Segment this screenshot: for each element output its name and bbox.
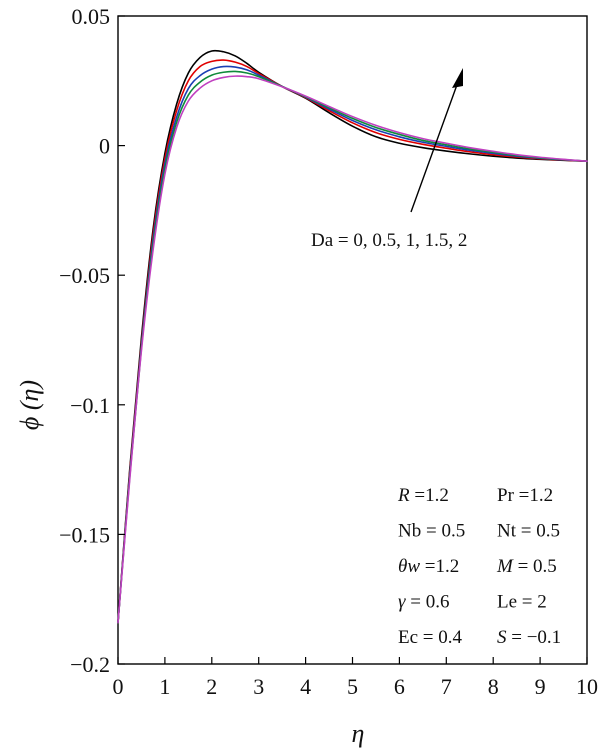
parameter-name: Nb xyxy=(398,521,421,542)
x-tick-label: 8 xyxy=(488,674,499,699)
ticks-layer: 0 1 2 3 4 5 6 7 8 9 10 0.05 0 −0.05 −0.1 −0.15 −0.2 xyxy=(59,4,598,699)
parameter-value: = 0.6 xyxy=(406,592,450,613)
x-tick-label: 10 xyxy=(576,674,598,699)
parameter-value: = 0.5 xyxy=(421,521,465,542)
x-tick-label: 5 xyxy=(347,674,358,699)
parameter-left-0: R =1.2 xyxy=(397,485,449,506)
parameter-value: = 0.5 xyxy=(516,521,560,542)
annotation-layer: Da = 0, 0.5, 1, 1.5, 2 xyxy=(311,68,467,251)
parameter-name: γ xyxy=(398,592,406,613)
annotation-label: Da = 0, 0.5, 1, 1.5, 2 xyxy=(311,230,467,251)
x-tick-label: 7 xyxy=(441,674,452,699)
parameter-right-1: Nt = 0.5 xyxy=(497,521,560,542)
parameter-right-3: Le = 2 xyxy=(497,592,547,613)
x-tick-label: 9 xyxy=(535,674,546,699)
parameter-value: = 0.5 xyxy=(513,556,557,577)
parameter-value: = 0.4 xyxy=(418,627,462,648)
parameter-name: Nt xyxy=(497,521,517,542)
parameter-name: S xyxy=(497,627,507,648)
parameter-name: Ec xyxy=(398,627,418,648)
series-line-4 xyxy=(117,75,588,624)
parameter-box: R =1.2 Pr =1.2Nb = 0.5 Nt = 0.5θw =1.2 M = … xyxy=(397,485,561,648)
y-tick-label: 0.05 xyxy=(72,4,111,29)
y-tick-label: −0.05 xyxy=(59,263,110,288)
y-tick-label: −0.2 xyxy=(70,652,110,677)
parameter-left-3: γ = 0.6 xyxy=(398,592,449,613)
parameter-name: M xyxy=(496,556,514,577)
parameter-value: =1.2 xyxy=(420,556,459,577)
x-tick-label: 3 xyxy=(253,674,264,699)
y-tick-label: 0 xyxy=(99,134,110,159)
x-axis-label: η xyxy=(352,719,365,748)
parameter-right-2: M = 0.5 xyxy=(496,556,557,577)
x-tick-label: 6 xyxy=(394,674,405,699)
parameter-left-1: Nb = 0.5 xyxy=(398,521,465,542)
parameter-name: R xyxy=(397,485,410,506)
parameter-name: Pr xyxy=(497,485,515,506)
x-tick-label: 2 xyxy=(206,674,217,699)
parameter-left-4: Ec = 0.4 xyxy=(398,627,463,648)
parameter-left-2: θw =1.2 xyxy=(398,556,459,577)
y-axis-label: ϕ (η) xyxy=(15,380,44,430)
x-tick-label: 1 xyxy=(159,674,170,699)
y-tick-label: −0.1 xyxy=(70,393,110,418)
parameter-right-4: S = −0.1 xyxy=(497,627,561,648)
parameter-value: =1.2 xyxy=(410,485,449,506)
y-tick-label: −0.15 xyxy=(59,522,110,547)
series-layer xyxy=(117,49,588,624)
annotation-arrow-head xyxy=(452,68,463,88)
parameter-value: = 2 xyxy=(517,592,547,613)
parameter-right-0: Pr =1.2 xyxy=(497,485,553,506)
parameter-value: = −0.1 xyxy=(507,627,562,648)
annotation-arrow xyxy=(410,81,459,213)
parameter-name: Le xyxy=(497,592,517,613)
parameter-name: θw xyxy=(398,556,420,577)
x-tick-label: 4 xyxy=(300,674,311,699)
x-tick-label: 0 xyxy=(113,674,124,699)
parameter-value: =1.2 xyxy=(514,485,553,506)
